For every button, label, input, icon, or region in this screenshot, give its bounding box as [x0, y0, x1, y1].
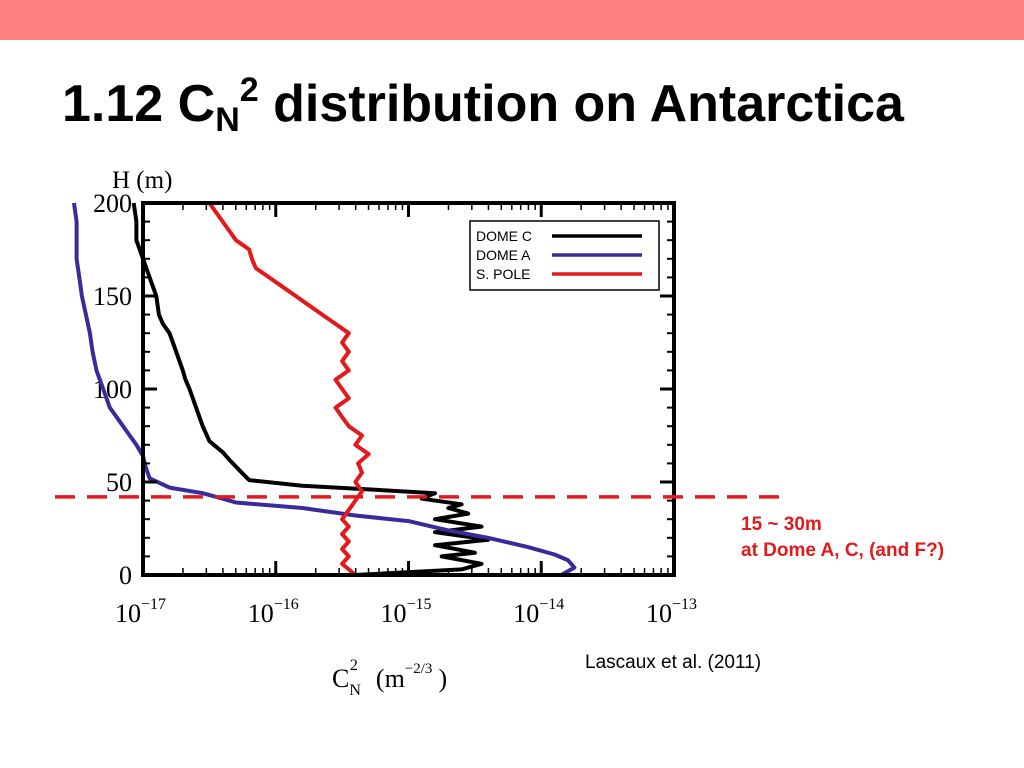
- y-axis-label: H (m): [112, 167, 172, 194]
- top-accent-band: [0, 0, 1024, 40]
- citation: Lascaux et al. (2011): [585, 652, 762, 673]
- slide-title: 1.12 CN2 distribution on Antarctica: [62, 73, 904, 137]
- title-superscript: 2: [239, 71, 259, 109]
- x-tick-label: 10−17: [115, 596, 166, 628]
- legend-label-dome-c: DOME C: [476, 228, 532, 244]
- x-axis-label-unit-exp: −2/3: [405, 661, 433, 677]
- x-tick-label: 10−16: [248, 596, 299, 628]
- y-tick-label: 50: [106, 468, 132, 497]
- annotation-line-2: at Dome A, C, (and F?): [741, 540, 945, 561]
- x-tick-label: 10−13: [646, 596, 697, 628]
- y-tick-label: 200: [93, 189, 132, 218]
- x-tick-label: 10−14: [513, 596, 564, 628]
- title-prefix: 1.12 C: [62, 75, 216, 133]
- title-rest: distribution on Antarctica: [258, 75, 904, 133]
- annotation-line-1: 15 ~ 30m: [741, 514, 822, 535]
- x-axis-label-sup: 2: [350, 657, 358, 674]
- x-axis-label-unit-close: ): [438, 664, 447, 693]
- x-axis-label-sub: N: [349, 682, 361, 699]
- y-tick-label: 0: [119, 561, 132, 590]
- x-axis-label-base: C: [332, 664, 349, 693]
- x-axis-label-unit-open: (m: [376, 664, 405, 693]
- tick-marks: [141, 201, 676, 577]
- title-subscript: N: [215, 101, 240, 139]
- x-axis-label: CN 2 (m−2/3): [332, 657, 447, 699]
- height-annotation: 15 ~ 30m at Dome A, C, (and F?): [741, 512, 944, 564]
- legend-label-s-pole: S. POLE: [476, 266, 530, 282]
- x-tick-label: 10−15: [381, 596, 432, 628]
- y-tick-label: 150: [93, 282, 132, 311]
- x-tick-labels: 10−17 10−16 10−15 10−14 10−13: [115, 596, 697, 628]
- legend: DOME C DOME A S. POLE: [469, 220, 660, 291]
- series-line-dome-c: [131, 202, 491, 577]
- legend-label-dome-a: DOME A: [476, 247, 531, 263]
- series-line-s-pole: [207, 201, 371, 577]
